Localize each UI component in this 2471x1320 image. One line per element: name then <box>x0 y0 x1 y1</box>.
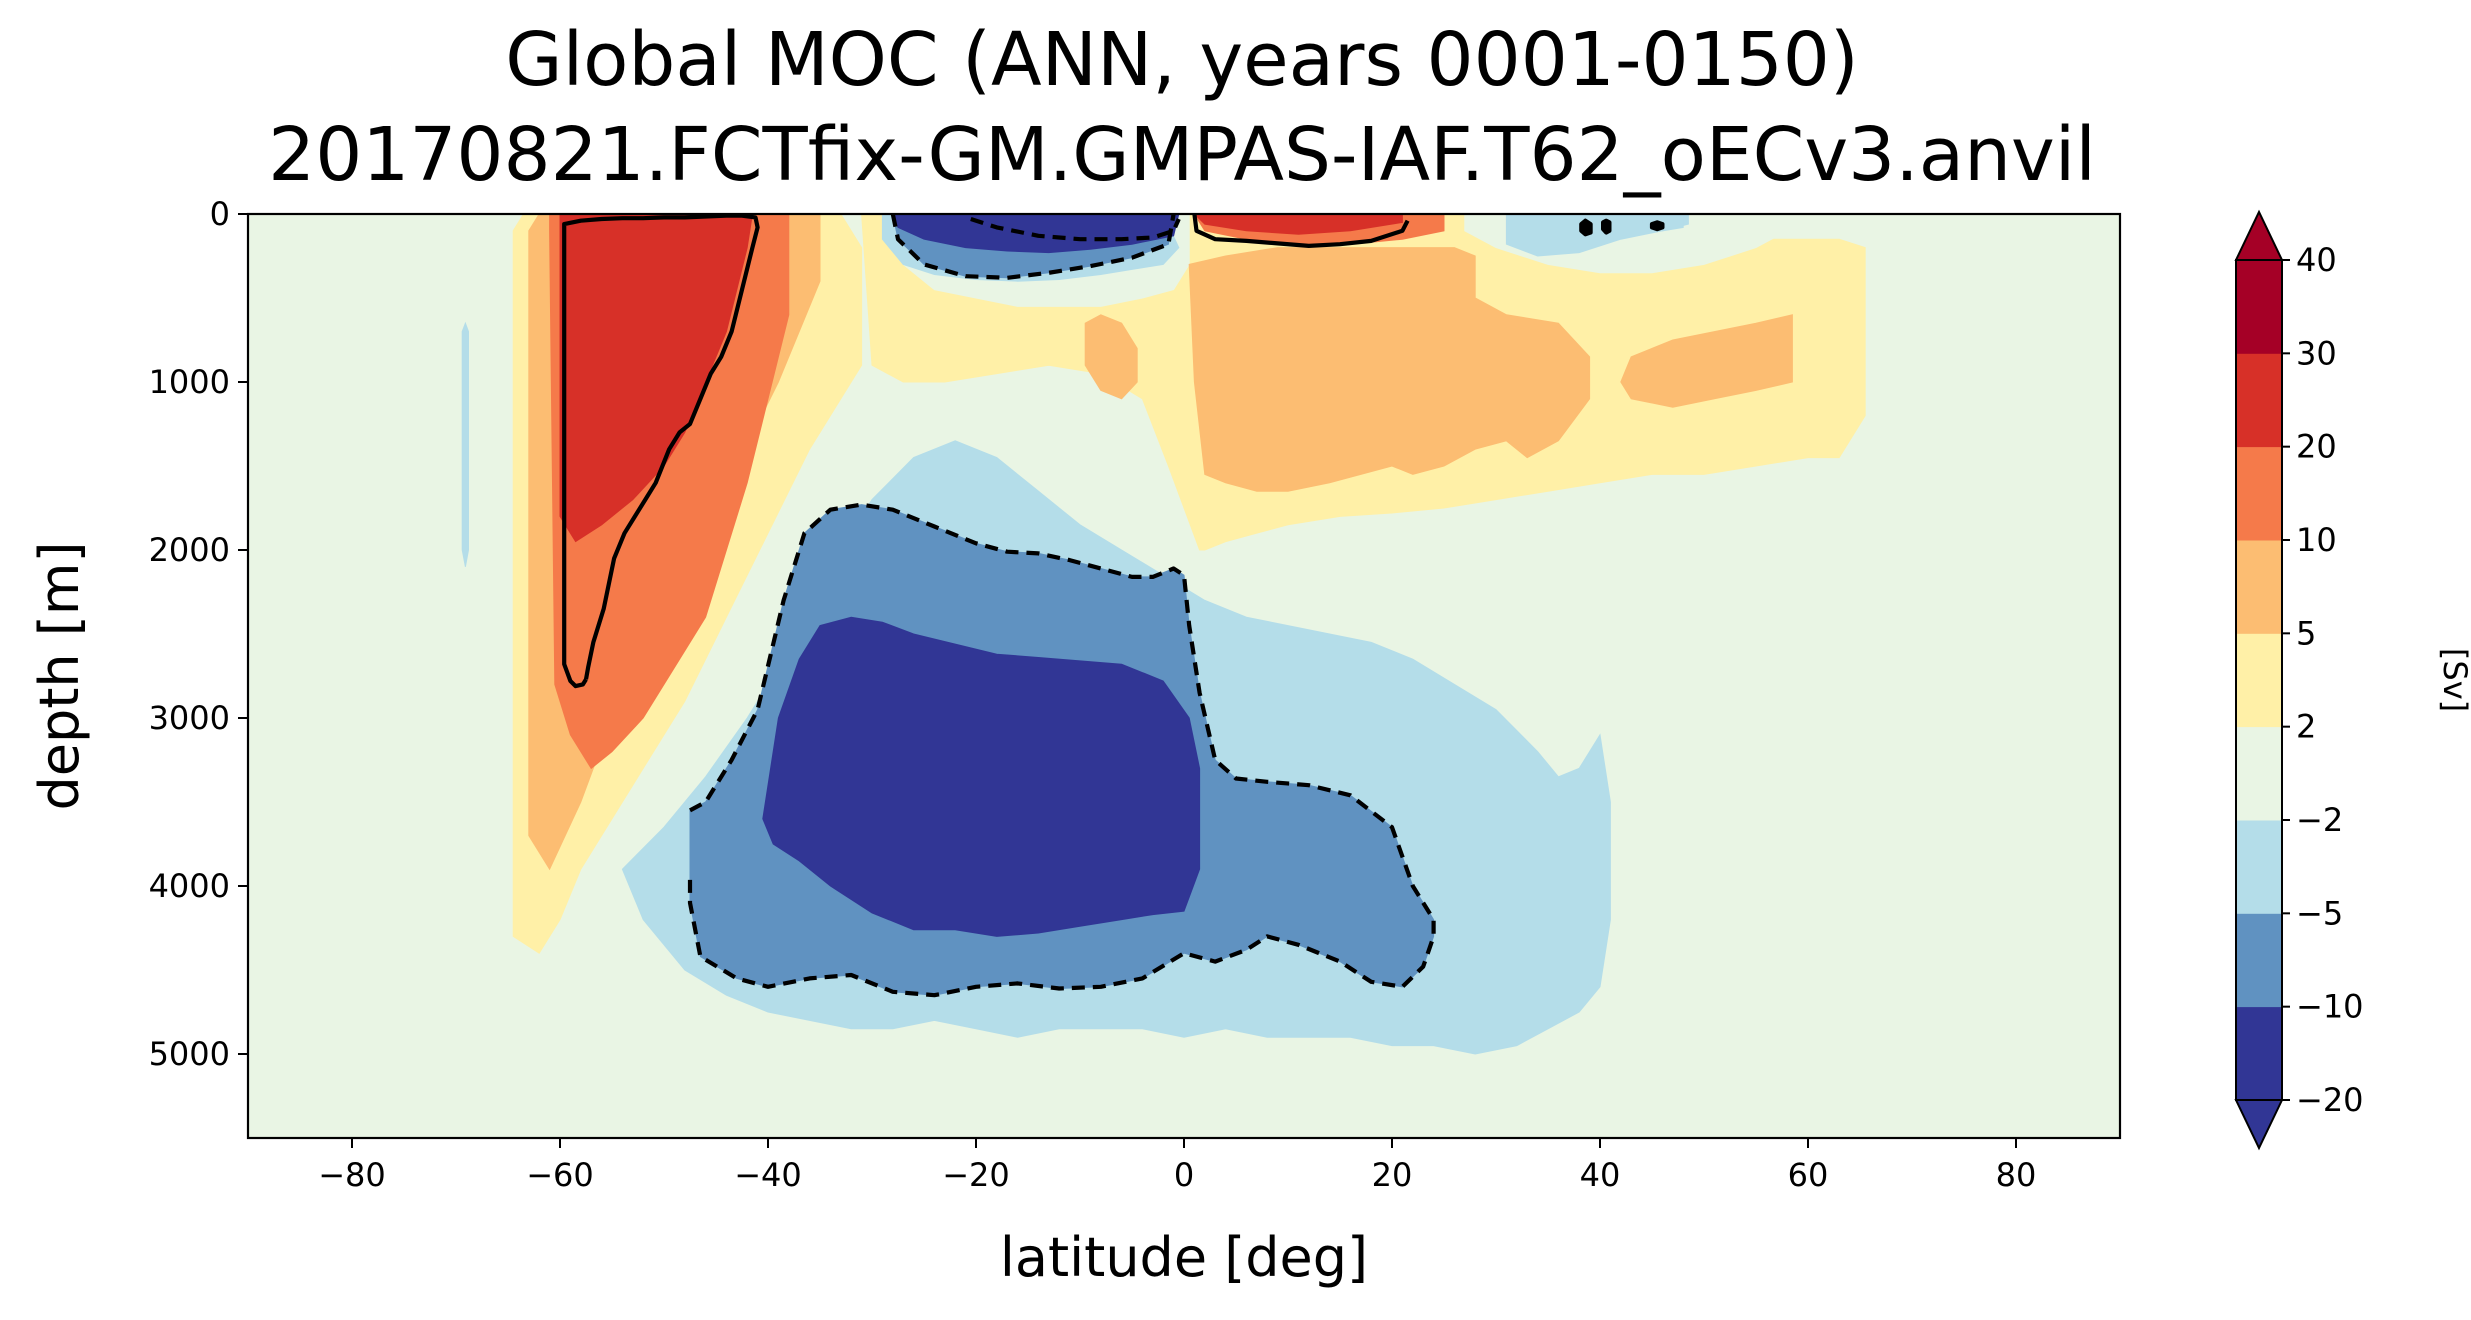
x-tick-label: −20 <box>942 1156 1010 1194</box>
colorbar-segment <box>2236 446 2282 541</box>
x-tick-label: 80 <box>1996 1156 2037 1194</box>
colorbar-tick-label: 10 <box>2296 521 2337 559</box>
colorbar-tick-label: −5 <box>2296 894 2343 932</box>
y-axis-label: depth [m] <box>28 541 91 810</box>
chart-title-line-2: 20170821.FCTfix-GM.GMPAS-IAF.T62_oECv3.a… <box>268 112 2096 198</box>
region-nh-20-30 <box>1193 214 1403 235</box>
colorbar-frame <box>2235 259 2283 1101</box>
x-tick-label: −40 <box>734 1156 802 1194</box>
colorbar-segment <box>2236 820 2282 914</box>
x-axis-label: latitude [deg] <box>1000 1226 1368 1289</box>
colorbar-segment <box>2236 633 2282 728</box>
region-nh-5-10-b <box>1620 314 1793 408</box>
x-tick-label: 0 <box>1174 1156 1194 1194</box>
colorbar-tick-label: 40 <box>2296 241 2337 279</box>
contour-upper-minus10-inner <box>970 217 1181 242</box>
colorbar-tick-label: −2 <box>2296 801 2343 839</box>
colorbar-segment <box>2236 726 2282 821</box>
y-tick-label: 5000 <box>149 1035 230 1073</box>
region-nh-5-10-a <box>1188 247 1591 492</box>
colorbar-segment <box>2236 540 2282 634</box>
colorbar-segment <box>2236 353 2282 448</box>
contour-nh-blob-c <box>1649 220 1665 232</box>
x-tick-label: 40 <box>1580 1156 1621 1194</box>
x-tick-label: 20 <box>1372 1156 1413 1194</box>
colorbar-tick-label: −20 <box>2296 1081 2364 1119</box>
contour-nh-blob-b <box>1601 218 1612 235</box>
y-tick-label: 2000 <box>149 531 230 569</box>
x-tick-label: −60 <box>526 1156 594 1194</box>
colorbar: −20 −10 −5 −2 2 5 10 20 30 40 <box>2234 209 2364 1151</box>
filled-contour-regions <box>461 214 1866 1055</box>
contour-aabw-minus10 <box>687 502 1436 998</box>
x-tick-label: 60 <box>1788 1156 1829 1194</box>
region-aabw-10-20 <box>762 616 1201 937</box>
contour-lines <box>562 214 1665 998</box>
y-tick-label: 0 <box>210 195 230 233</box>
chart-title-line-1: Global MOC (ANN, years 0001-0150) <box>505 17 1859 103</box>
contour-nh-blob-a <box>1579 218 1593 237</box>
colorbar-tick-label: 20 <box>2296 428 2337 466</box>
contour-upper-minus10 <box>890 214 1176 280</box>
contour-so-20 <box>562 214 760 689</box>
colorbar-segment <box>2236 260 2282 354</box>
y-tick-label: 3000 <box>149 699 230 737</box>
region-so-west-sliver <box>461 321 469 567</box>
colorbar-segment <box>2236 1006 2282 1101</box>
colorbar-tick-label: −10 <box>2296 988 2364 1026</box>
colorbar-tick-label: 2 <box>2296 708 2316 746</box>
colorbar-segment <box>2236 913 2282 1008</box>
contour-nh-20 <box>1192 214 1410 248</box>
y-tick-label: 4000 <box>149 867 230 905</box>
region-nh-5-10-c <box>1084 314 1138 400</box>
colorbar-label: [Sv] <box>2436 648 2471 712</box>
x-axis-ticks: −80 −60 −40 −20 0 20 40 60 80 <box>318 1138 2036 1194</box>
colorbar-tick-label: 30 <box>2296 334 2337 372</box>
y-axis-ticks: 0 1000 2000 3000 4000 5000 <box>149 195 248 1073</box>
x-tick-label: −80 <box>318 1156 386 1194</box>
y-tick-label: 1000 <box>149 363 230 401</box>
colorbar-tick-label: 5 <box>2296 614 2316 652</box>
